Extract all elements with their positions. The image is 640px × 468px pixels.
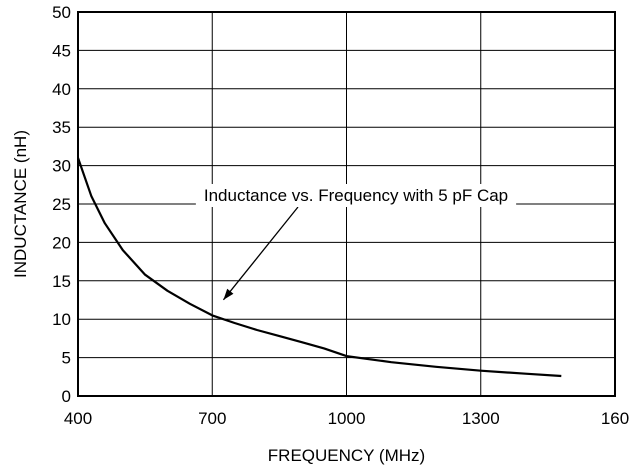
- y-tick-label: 30: [52, 157, 71, 176]
- y-axis-label: INDUCTANCE (nH): [11, 130, 30, 278]
- x-tick-label: 1300: [462, 409, 500, 428]
- series-line: [76, 157, 562, 378]
- annotation-arrow-head: [223, 288, 234, 300]
- annotation-text: Inductance vs. Frequency with 5 pF Cap: [204, 186, 508, 205]
- y-tick-label: 45: [52, 41, 71, 60]
- grid-layer: [78, 12, 615, 396]
- annotation-arrow: [222, 206, 299, 301]
- y-tick-label: 35: [52, 118, 71, 137]
- y-tick-label: 25: [52, 195, 71, 214]
- y-tick-label: 50: [52, 3, 71, 22]
- y-tick-label: 5: [62, 349, 71, 368]
- tick-layer: 0 5 10 15 20 25 30 35 40 45 50 400 700 1000 1300 160: [52, 3, 629, 428]
- y-tick-label: 40: [52, 80, 71, 99]
- x-axis-label: FREQUENCY (MHz): [268, 446, 425, 465]
- x-tick-label: 700: [198, 409, 226, 428]
- y-tick-label: 20: [52, 233, 71, 252]
- x-tick-label: 1000: [328, 409, 366, 428]
- x-tick-label: 160: [601, 409, 629, 428]
- y-tick-label: 15: [52, 272, 71, 291]
- x-tick-label: 400: [64, 409, 92, 428]
- plot-frame: [77, 11, 616, 397]
- y-tick-label: 0: [62, 387, 71, 406]
- y-tick-label: 10: [52, 310, 71, 329]
- series-layer: [76, 157, 562, 378]
- annotation-layer: Inductance vs. Frequency with 5 pF Cap: [195, 184, 517, 301]
- annotation-background: [195, 184, 517, 207]
